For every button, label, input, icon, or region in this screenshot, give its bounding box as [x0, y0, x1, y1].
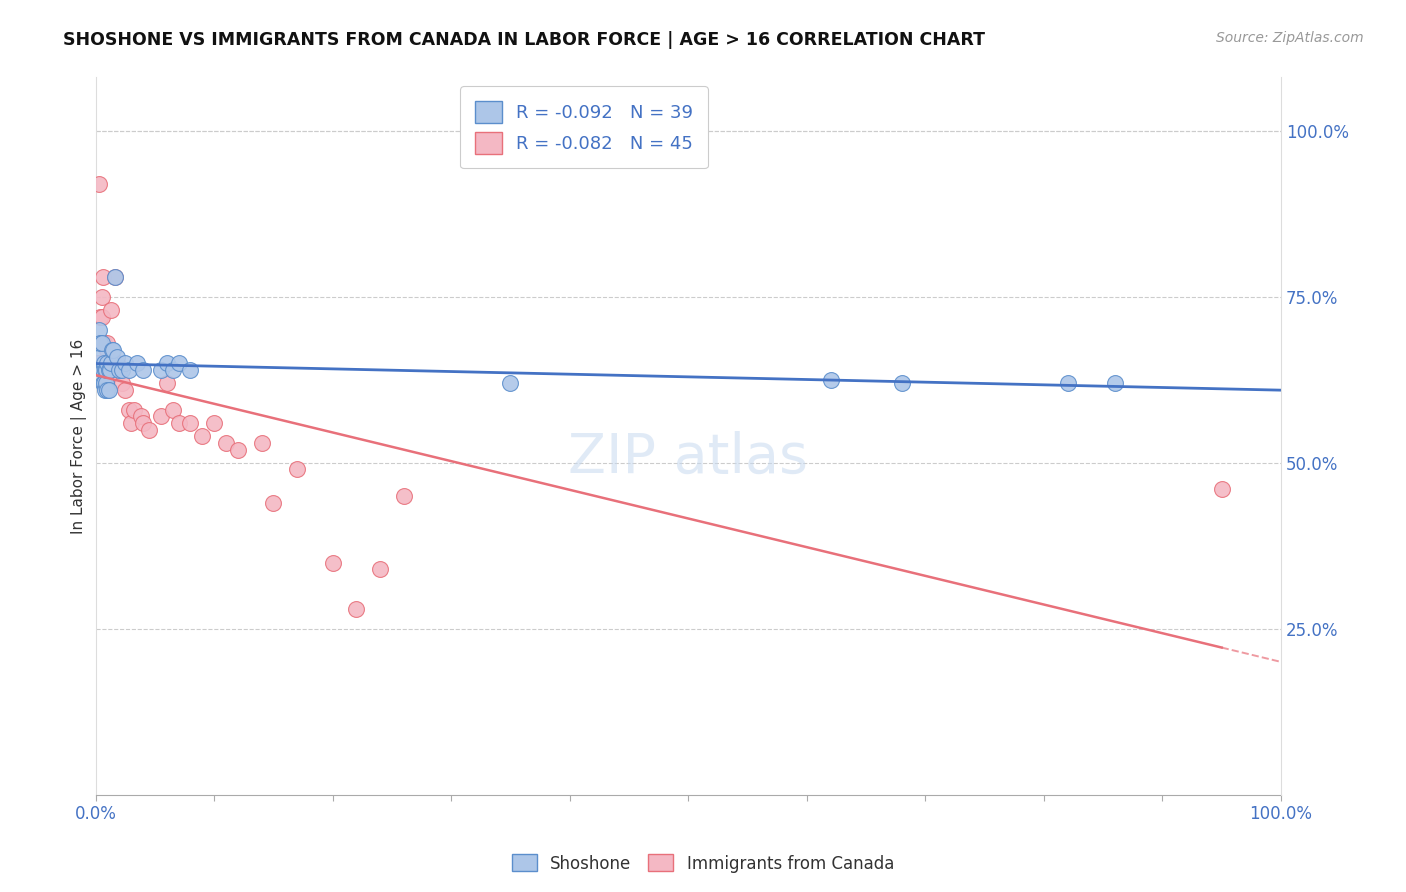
Point [98, 363, 121, 377]
Point [250, 436, 273, 450]
Point [392, 489, 415, 503]
Point [96, 363, 118, 377]
Point [89, 336, 111, 351]
Point [101, 343, 124, 357]
Legend: R = -0.092   N = 39, R = -0.082   N = 45: R = -0.092 N = 39, R = -0.082 N = 45 [460, 87, 707, 169]
Point [97, 356, 120, 370]
Point [91, 363, 114, 377]
Point [93, 356, 115, 370]
Text: SHOSHONE VS IMMIGRANTS FROM CANADA IN LABOR FORCE | AGE > 16 CORRELATION CHART: SHOSHONE VS IMMIGRANTS FROM CANADA IN LA… [63, 31, 986, 49]
Point [162, 363, 184, 377]
Point [118, 402, 141, 417]
Point [149, 363, 172, 377]
Point [96, 376, 118, 390]
Point [1211, 483, 1233, 497]
Point [120, 416, 142, 430]
Point [149, 409, 172, 424]
Point [179, 363, 201, 377]
Point [285, 462, 308, 476]
Point [118, 363, 141, 377]
Point [105, 356, 128, 370]
Point [100, 356, 122, 370]
Point [167, 416, 190, 430]
Point [96, 376, 118, 390]
Point [87, 356, 110, 370]
Point [114, 383, 136, 397]
Text: Source: ZipAtlas.com: Source: ZipAtlas.com [1216, 31, 1364, 45]
Point [90, 363, 112, 377]
Point [368, 562, 391, 576]
Point [1056, 376, 1078, 390]
Y-axis label: In Labor Force | Age > 16: In Labor Force | Age > 16 [72, 339, 87, 534]
Point [93, 376, 115, 390]
Point [108, 363, 131, 377]
Point [103, 356, 125, 370]
Point [93, 336, 115, 351]
Point [820, 373, 842, 387]
Point [162, 402, 184, 417]
Point [890, 376, 912, 390]
Point [138, 423, 160, 437]
Point [89, 350, 111, 364]
Point [1104, 376, 1126, 390]
Point [499, 376, 522, 390]
Point [344, 602, 367, 616]
Point [105, 350, 128, 364]
Point [122, 402, 145, 417]
Point [96, 383, 118, 397]
Point [167, 356, 190, 370]
Legend: Shoshone, Immigrants from Canada: Shoshone, Immigrants from Canada [505, 847, 901, 880]
Point [94, 356, 117, 370]
Point [156, 376, 179, 390]
Point [215, 436, 238, 450]
Point [108, 363, 131, 377]
Point [90, 290, 112, 304]
Point [89, 177, 111, 191]
Point [89, 336, 111, 351]
Text: ZIP atlas: ZIP atlas [568, 431, 808, 484]
Point [96, 356, 118, 370]
Point [96, 336, 118, 351]
Point [111, 376, 134, 390]
Point [103, 343, 125, 357]
Point [191, 429, 214, 443]
Point [111, 363, 134, 377]
Point [179, 416, 201, 430]
Point [98, 356, 121, 370]
Point [94, 383, 117, 397]
Point [262, 496, 284, 510]
Point [90, 336, 112, 351]
Point [94, 363, 117, 377]
Point [114, 356, 136, 370]
Point [322, 556, 344, 570]
Point [132, 416, 155, 430]
Point [132, 363, 155, 377]
Point [91, 269, 114, 284]
Point [202, 416, 225, 430]
Point [91, 376, 114, 390]
Point [103, 269, 125, 284]
Point [125, 356, 148, 370]
Point [97, 383, 120, 397]
Point [156, 356, 179, 370]
Point [90, 310, 112, 324]
Point [97, 363, 120, 377]
Point [226, 442, 249, 457]
Point [89, 310, 111, 324]
Point [93, 363, 115, 377]
Point [100, 303, 122, 318]
Point [89, 323, 111, 337]
Point [96, 343, 118, 357]
Point [129, 409, 152, 424]
Point [103, 269, 125, 284]
